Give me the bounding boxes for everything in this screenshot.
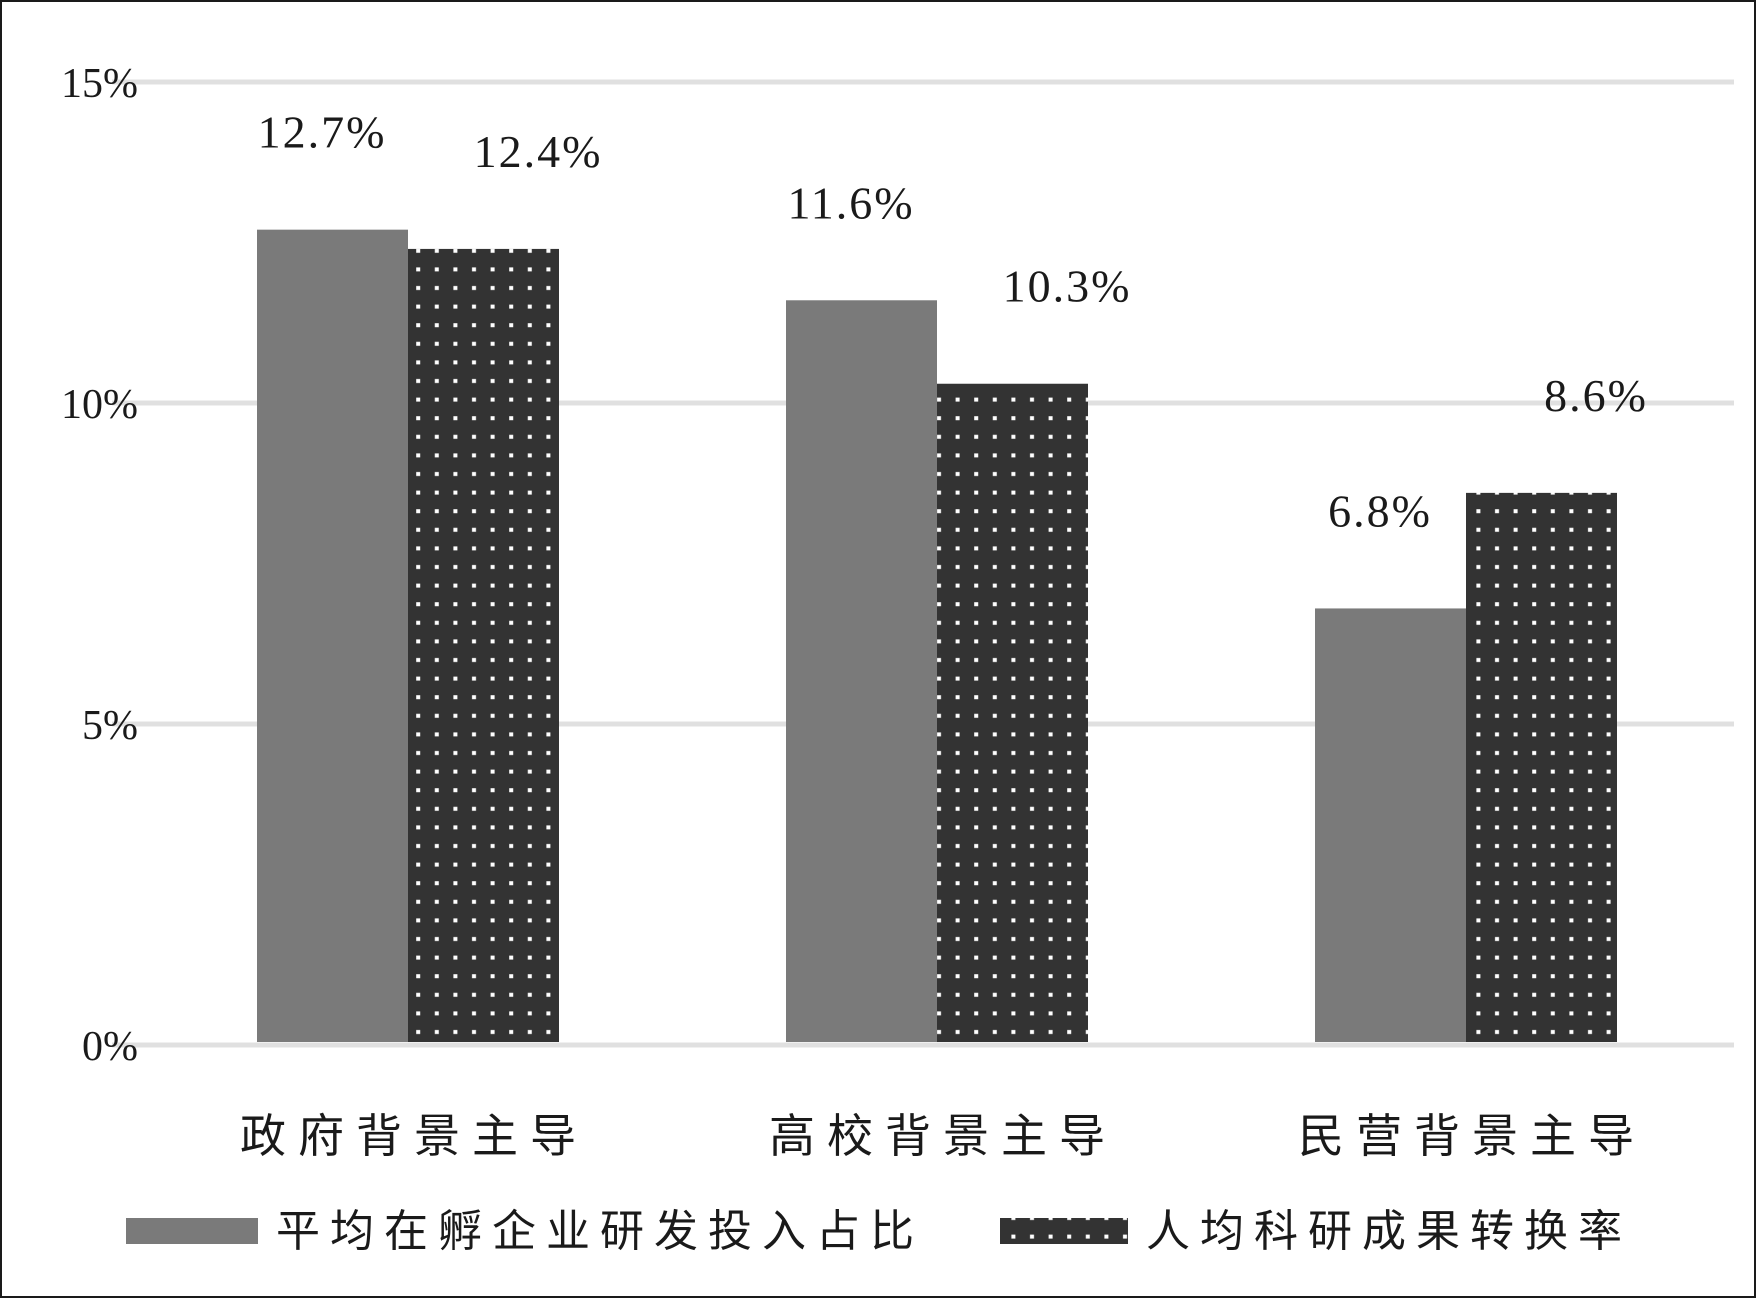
data-label: 10.3% [1003,261,1132,312]
bar-conversion-rate-2 [1466,492,1617,1042]
y-tick-label: 0% [82,1024,138,1070]
x-category-label: 高校背景主导 [769,1109,1117,1163]
data-label: 6.8% [1328,485,1432,536]
data-label: 12.7% [258,107,387,158]
legend-label-conversion-rate: 人均科研成果转换率 [1146,1206,1632,1257]
data-label: 8.6% [1544,370,1648,421]
legend-swatch-conversion-rate [1000,1218,1128,1244]
y-tick-label: 15% [61,61,138,107]
x-category-label: 政府背景主导 [240,1109,588,1163]
bar-rd-ratio-2 [1315,608,1466,1042]
data-label: 12.4% [474,126,603,177]
bar-rd-ratio-1 [786,300,937,1042]
bar-rd-ratio-0 [257,229,408,1042]
y-tick-label: 10% [61,382,138,428]
y-tick-label: 5% [82,703,138,749]
data-label: 11.6% [787,177,914,228]
legend-swatch-rd-ratio [126,1218,258,1244]
bar-conversion-rate-0 [408,248,559,1043]
legend-label-rd-ratio: 平均在孵企业研发投入占比 [276,1206,924,1257]
x-category-label: 民营背景主导 [1298,1109,1646,1163]
bar-conversion-rate-1 [937,383,1088,1042]
